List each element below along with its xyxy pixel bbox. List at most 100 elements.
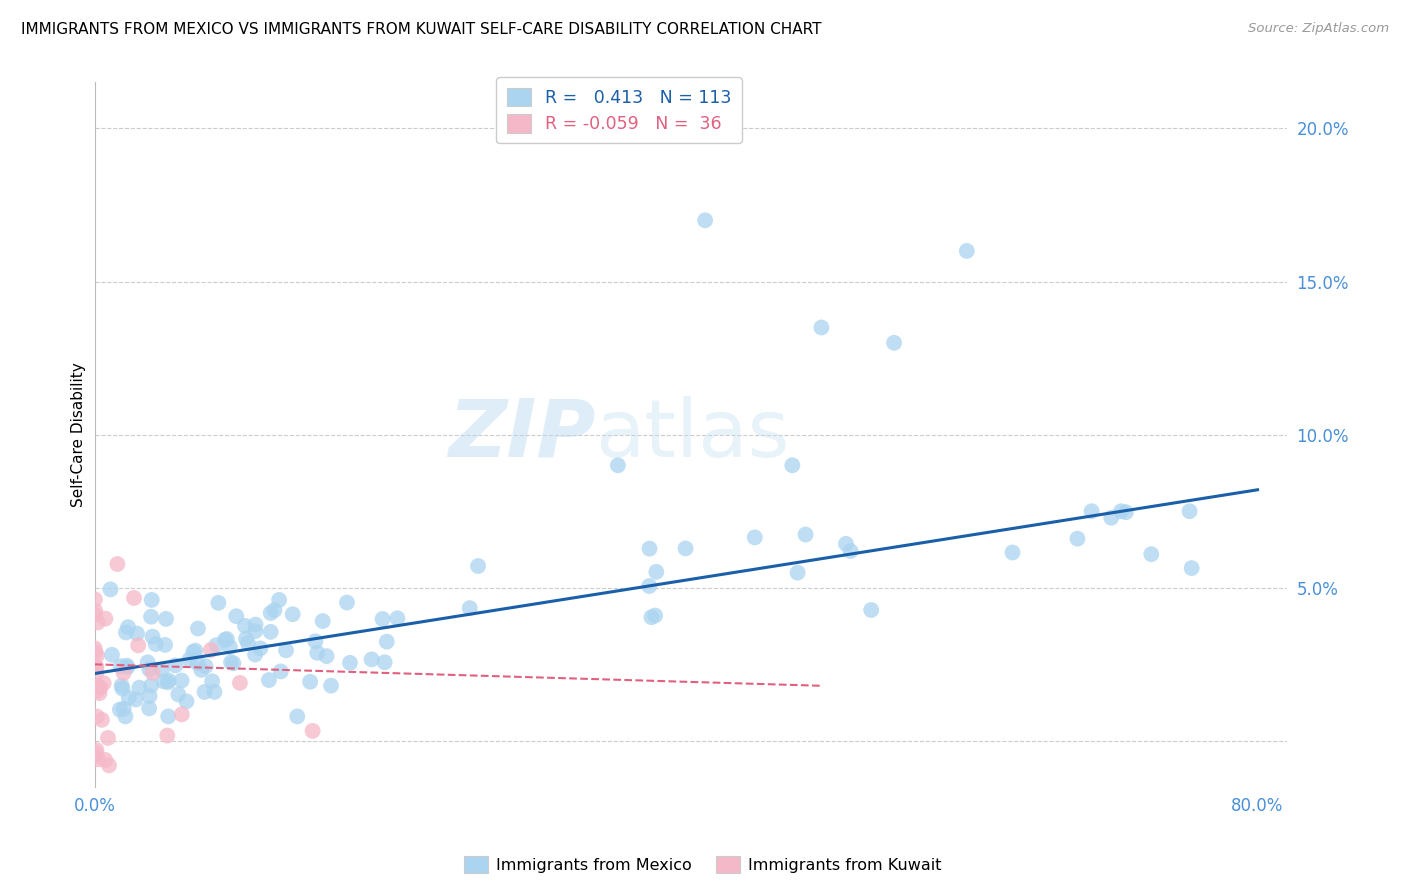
Point: [122, 591, 145, 605]
Point: [675, 541, 697, 556]
Point: [336, 595, 359, 609]
Point: [299, 674, 322, 689]
Point: [205, 638, 228, 652]
Point: [84, 607, 107, 622]
Point: [263, 603, 285, 617]
Point: [319, 679, 342, 693]
Point: [794, 527, 817, 541]
Text: IMMIGRANTS FROM MEXICO VS IMMIGRANTS FROM KUWAIT SELF-CARE DISABILITY CORRELATIO: IMMIGRANTS FROM MEXICO VS IMMIGRANTS FRO…: [21, 22, 821, 37]
Point: [236, 636, 259, 650]
Point: [181, 645, 204, 659]
Point: [810, 320, 832, 334]
Point: [257, 673, 280, 687]
Point: [260, 606, 283, 620]
Point: [269, 593, 291, 607]
Point: [167, 687, 190, 701]
Point: [249, 641, 271, 656]
Point: [84, 645, 107, 659]
Point: [128, 681, 150, 695]
Point: [315, 649, 337, 664]
Point: [112, 701, 135, 715]
Point: [86, 648, 108, 663]
Text: Source: ZipAtlas.com: Source: ZipAtlas.com: [1249, 22, 1389, 36]
Point: [638, 579, 661, 593]
Point: [156, 729, 179, 743]
Point: [83, 641, 105, 656]
Point: [145, 637, 167, 651]
Point: [117, 660, 139, 674]
Point: [1109, 504, 1132, 518]
Point: [141, 678, 163, 692]
Point: [138, 701, 160, 715]
Point: [374, 655, 396, 669]
Point: [225, 609, 247, 624]
Point: [312, 614, 335, 628]
Point: [150, 663, 173, 677]
Point: [194, 659, 217, 673]
Legend: R =   0.413   N = 113, R = -0.059   N =  36: R = 0.413 N = 113, R = -0.059 N = 36: [496, 77, 742, 144]
Point: [155, 612, 177, 626]
Point: [245, 624, 267, 639]
Point: [125, 692, 148, 706]
Point: [93, 676, 115, 690]
Point: [786, 566, 808, 580]
Point: [375, 634, 398, 648]
Point: [835, 537, 858, 551]
Point: [170, 707, 193, 722]
Point: [207, 596, 229, 610]
Point: [125, 626, 148, 640]
Point: [94, 612, 117, 626]
Point: [110, 679, 132, 693]
Point: [86, 684, 108, 698]
Point: [339, 656, 361, 670]
Point: [115, 658, 138, 673]
Point: [235, 632, 257, 646]
Point: [138, 662, 160, 676]
Point: [1066, 532, 1088, 546]
Point: [157, 673, 180, 688]
Point: [165, 658, 187, 673]
Point: [139, 609, 162, 624]
Point: [193, 685, 215, 699]
Legend: Immigrants from Mexico, Immigrants from Kuwait: Immigrants from Mexico, Immigrants from …: [458, 849, 948, 880]
Point: [90, 713, 112, 727]
Point: [204, 685, 226, 699]
Point: [201, 674, 224, 689]
Point: [94, 753, 117, 767]
Point: [233, 619, 256, 633]
Point: [114, 709, 136, 723]
Point: [84, 666, 107, 681]
Point: [245, 617, 267, 632]
Point: [105, 557, 128, 571]
Point: [108, 703, 131, 717]
Point: [695, 213, 717, 227]
Point: [179, 652, 201, 666]
Point: [638, 541, 661, 556]
Point: [86, 709, 108, 723]
Point: [156, 675, 179, 690]
Point: [1115, 505, 1137, 519]
Point: [97, 731, 120, 745]
Point: [860, 603, 883, 617]
Point: [215, 632, 238, 646]
Point: [187, 622, 209, 636]
Point: [458, 601, 481, 615]
Point: [371, 612, 394, 626]
Point: [1178, 504, 1201, 518]
Point: [141, 630, 163, 644]
Point: [136, 656, 159, 670]
Point: [218, 640, 240, 654]
Point: [111, 681, 134, 696]
Point: [84, 660, 107, 674]
Point: [782, 458, 804, 473]
Point: [142, 665, 165, 680]
Point: [89, 681, 111, 695]
Point: [1181, 561, 1204, 575]
Point: [86, 680, 108, 694]
Point: [222, 657, 245, 671]
Point: [281, 607, 304, 622]
Y-axis label: Self-Care Disability: Self-Care Disability: [72, 362, 86, 507]
Point: [1001, 545, 1024, 559]
Point: [87, 680, 110, 694]
Point: [744, 530, 766, 544]
